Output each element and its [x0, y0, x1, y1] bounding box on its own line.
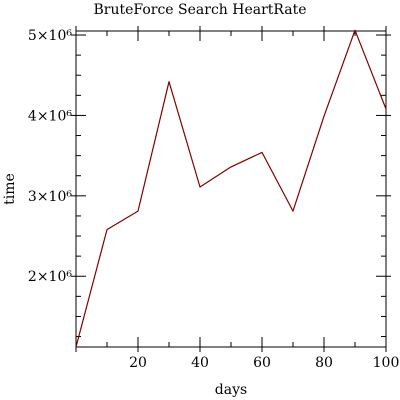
x-tick-label: 20 — [129, 355, 147, 371]
x-tick-label: 60 — [253, 355, 271, 371]
chart-title: BruteForce Search HeartRate — [93, 2, 306, 18]
axis-ticks — [71, 26, 391, 352]
y-tick-label: 2×10⁶ — [28, 269, 72, 285]
axis-tick-labels: 20 40 60 80 100 2×10⁶ 3×10⁶ 4×10⁶ 5×10⁶ — [28, 28, 399, 371]
x-tick-label: 80 — [315, 355, 333, 371]
series-line-0 — [75, 29, 387, 348]
y-tick-label: 3×10⁶ — [28, 189, 72, 205]
x-axis-label: days — [215, 382, 247, 398]
x-tick-label: 40 — [191, 355, 209, 371]
x-tick-label: 100 — [373, 355, 400, 371]
plot-area: 20 40 60 80 100 2×10⁶ 3×10⁶ 4×10⁶ 5×10⁶ — [28, 26, 399, 371]
y-axis-label: time — [2, 173, 18, 205]
y-tick-label: 4×10⁶ — [28, 108, 72, 124]
plot-frame — [75, 30, 387, 348]
series-layer — [75, 29, 387, 348]
y-tick-label: 5×10⁶ — [28, 28, 72, 44]
